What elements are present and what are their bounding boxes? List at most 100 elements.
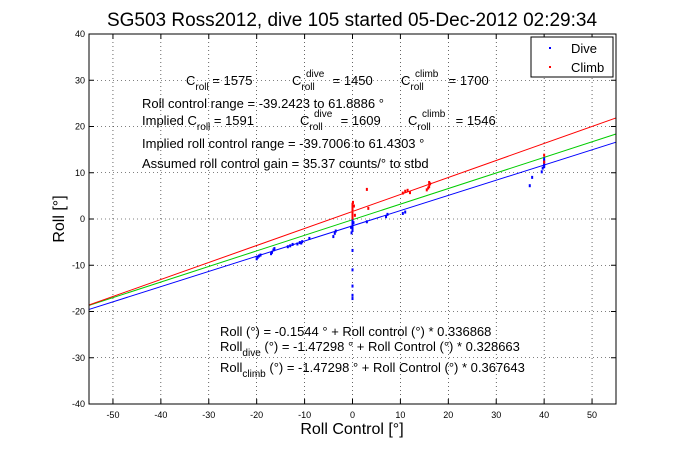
climb-point (401, 191, 404, 195)
dive-point (351, 293, 354, 297)
x-tick-label: 10 (395, 410, 405, 420)
climb-point (543, 160, 546, 164)
dive-point (334, 229, 337, 233)
annotation-implied-c-roll-climb: Crollclimb = 1546 (408, 109, 496, 133)
dive-point (401, 211, 404, 215)
dive-point (332, 235, 335, 239)
annotation-eq-climb: Rollclimb (°) = -1.47298 ° + Roll Contro… (220, 360, 525, 380)
dive-point (351, 224, 354, 228)
annotation-c-roll-dive: Crolldive = 1450 (292, 69, 373, 93)
legend-box (530, 36, 614, 78)
climb-point (353, 213, 356, 217)
climb-point (406, 188, 409, 192)
dive-point (298, 241, 301, 245)
x-tick-label: 50 (587, 410, 597, 420)
annotations: Croll = 1575 Crolldive = 1450 Crollclimb… (142, 69, 525, 380)
dive-point (301, 240, 304, 244)
dive-point (351, 226, 354, 230)
climb-point (351, 214, 354, 218)
dive-point (351, 229, 354, 233)
climb-point (543, 153, 546, 157)
dive-point (333, 231, 336, 235)
dive-point (386, 212, 389, 216)
x-tick-label: -30 (202, 410, 215, 420)
grid-lines (89, 33, 616, 405)
dive-point (352, 221, 355, 225)
legend-label-climb: Climb (571, 60, 604, 75)
dive-point (351, 268, 354, 272)
y-tick-label: 10 (75, 168, 85, 178)
annotation-c-roll-climb: Crollclimb = 1700 (401, 69, 489, 93)
data-points (255, 153, 546, 301)
x-axis-label: Roll Control [°] (300, 421, 403, 438)
legend-label-dive: Dive (571, 41, 597, 56)
dive-point (543, 157, 546, 161)
y-tick-label: -30 (72, 353, 85, 363)
axis-ticks: -50 -40 -30 -20 -10 0 10 20 30 40 50 -40 -30 -20 -10 0 1… (72, 29, 616, 420)
y-tick-label: 30 (75, 75, 85, 85)
dive-point (308, 236, 311, 240)
x-tick-label: -50 (106, 410, 119, 420)
chart-title: SG503 Ross2012, dive 105 started 05-Dec-… (107, 10, 598, 31)
annotation-eq-dive: Rolldive (°) = -1.47298 ° + Roll Control… (220, 339, 520, 359)
dive-point (289, 244, 292, 248)
dive-point (273, 247, 276, 251)
dive-point (296, 242, 299, 246)
climb-point (351, 216, 354, 220)
annotation-eq-all: Roll (°) = -0.1544 ° + Roll control (°) … (220, 324, 491, 339)
x-tick-label: 40 (539, 410, 549, 420)
climb-point (351, 211, 354, 215)
legend-marker-dive (549, 47, 551, 49)
legend: Dive Climb (530, 36, 614, 78)
dive-point (271, 250, 274, 254)
annotation-c-roll: Croll = 1575 (186, 73, 252, 93)
x-tick-label: 30 (491, 410, 501, 420)
climb-point (351, 200, 354, 204)
climb-point (351, 208, 354, 212)
dive-point (259, 253, 262, 257)
annotation-range: Roll control range = -39.2423 to 61.8886… (142, 96, 384, 111)
y-tick-label: 0 (80, 214, 85, 224)
x-tick-label: 20 (443, 410, 453, 420)
dive-point (404, 210, 407, 214)
climb-point (351, 202, 354, 206)
dive-point (528, 184, 531, 188)
annotation-implied-c-roll: Implied Croll = 1591 (142, 113, 254, 133)
y-tick-label: -20 (72, 307, 85, 317)
climb-point (404, 189, 407, 193)
climb-point (365, 187, 368, 191)
legend-marker-climb (549, 66, 551, 68)
dive-point (258, 254, 261, 258)
annotation-implied-c-roll-dive: Crolldive = 1609 (300, 109, 381, 133)
dive-point (531, 175, 534, 179)
dive-point (541, 166, 544, 170)
dive-point (351, 248, 354, 252)
dive-point (365, 220, 368, 224)
dive-point (286, 245, 289, 249)
climb-point (428, 185, 431, 189)
y-tick-label: -10 (72, 260, 85, 270)
dive-point (350, 231, 353, 235)
annotation-implied-range: Implied roll control range = -39.7006 to… (142, 136, 424, 151)
climb-point (425, 188, 428, 192)
x-tick-label: -40 (154, 410, 167, 420)
dive-point (385, 215, 388, 219)
x-tick-label: 0 (350, 410, 355, 420)
dive-point (351, 297, 354, 301)
dive-point (350, 225, 353, 229)
dive-point (256, 255, 259, 259)
dive-point (291, 242, 294, 246)
dive-point (351, 284, 354, 288)
climb-point (428, 180, 431, 184)
x-tick-label: -10 (298, 410, 311, 420)
fit-line (88, 117, 617, 306)
climb-point (408, 191, 411, 195)
y-tick-label: 40 (75, 29, 85, 39)
climb-point (367, 206, 370, 210)
climb-point (352, 204, 355, 208)
climb-point (351, 205, 354, 209)
dive-point (543, 165, 546, 169)
annotation-gain: Assumed roll control gain = 35.37 counts… (142, 156, 429, 171)
y-tick-label: 20 (75, 122, 85, 132)
